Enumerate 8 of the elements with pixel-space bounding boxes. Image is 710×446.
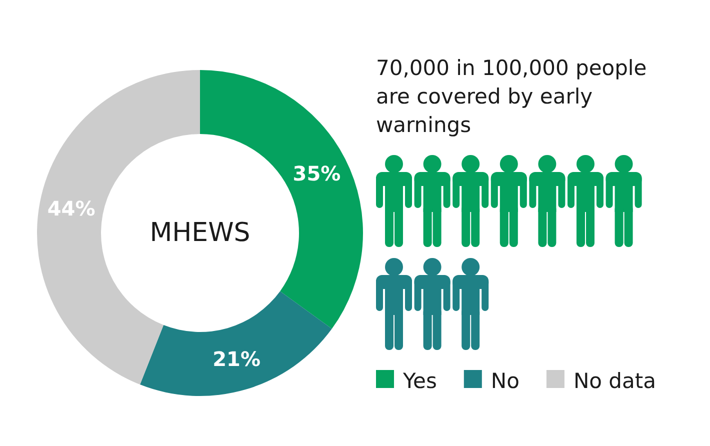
legend-label: Yes	[402, 369, 437, 393]
data-label: 21%	[212, 346, 260, 371]
data-label: 35%	[292, 162, 341, 186]
legend-label: No	[490, 369, 520, 393]
donut-slice	[140, 291, 332, 396]
text: 70,000 in 100,000 people are covered by early warnings	[376, 56, 647, 137]
text: MHEWS	[150, 218, 250, 248]
legend-label: No data	[573, 369, 656, 393]
